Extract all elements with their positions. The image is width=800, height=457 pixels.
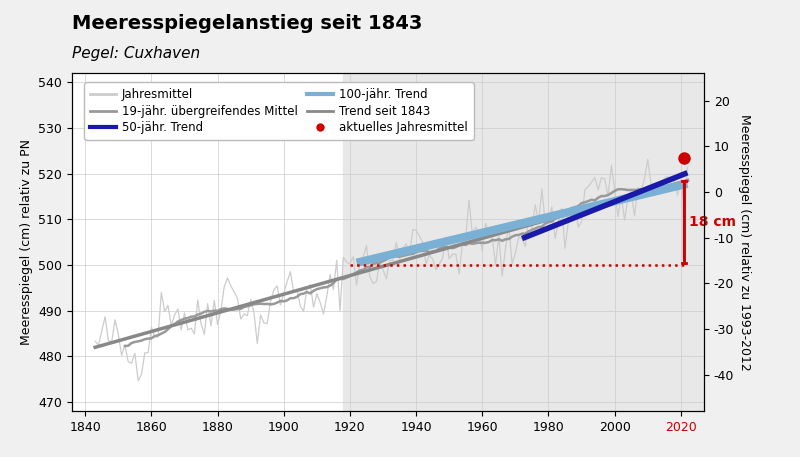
Y-axis label: Meeresspiegel (cm) relativ zu 1993-2012: Meeresspiegel (cm) relativ zu 1993-2012	[738, 114, 750, 371]
Y-axis label: Meeresspiegel (cm) relativ zu PN: Meeresspiegel (cm) relativ zu PN	[20, 139, 33, 345]
Bar	[343, 73, 704, 411]
Legend: Jahresmittel, 19-jähr. übergreifendes Mittel, 50-jähr. Trend, 100-jähr. Trend, T: Jahresmittel, 19-jähr. übergreifendes Mi…	[84, 82, 474, 140]
Text: 18 cm: 18 cm	[689, 215, 736, 228]
Text: Pegel: Cuxhaven: Pegel: Cuxhaven	[72, 46, 200, 61]
Text: Meeresspiegelanstieg seit 1843: Meeresspiegelanstieg seit 1843	[72, 14, 422, 33]
